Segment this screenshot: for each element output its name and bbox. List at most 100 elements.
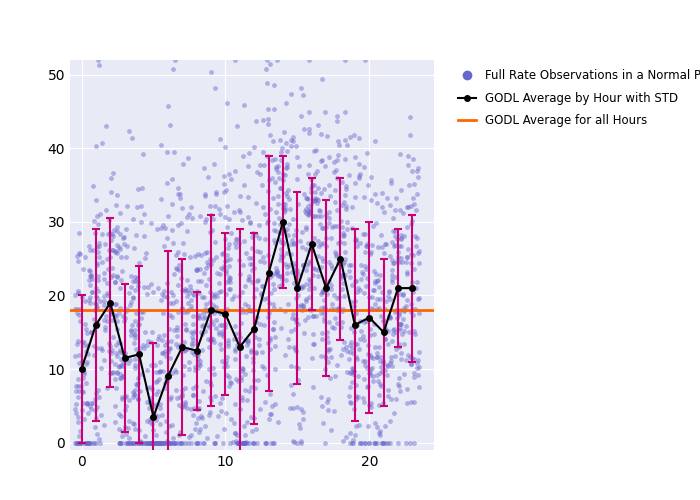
Point	[350, 276, 361, 284]
Point	[187, 334, 198, 342]
Point	[230, 235, 241, 243]
Point	[284, 205, 295, 213]
Point	[197, 387, 209, 395]
Point	[370, 270, 382, 278]
Point	[359, 438, 370, 446]
Point	[216, 321, 228, 329]
Point	[265, 346, 276, 354]
Point	[237, 396, 248, 404]
Point	[224, 438, 235, 446]
Point	[135, 202, 146, 210]
Point	[304, 256, 316, 264]
Point	[135, 314, 146, 322]
Point	[129, 386, 140, 394]
Point	[220, 409, 231, 417]
Point	[188, 384, 199, 392]
Point	[413, 247, 424, 255]
Point	[84, 402, 95, 410]
Point	[161, 438, 172, 446]
Point	[150, 411, 161, 419]
Point	[100, 206, 111, 214]
Point	[402, 161, 413, 169]
Point	[118, 372, 129, 380]
Point	[145, 361, 156, 369]
Point	[72, 288, 83, 296]
Point	[215, 320, 226, 328]
Point	[90, 395, 101, 403]
Point	[340, 204, 351, 212]
Point	[140, 438, 151, 446]
Point	[395, 150, 406, 158]
Point	[225, 278, 236, 286]
Point	[301, 194, 312, 202]
Point	[243, 438, 254, 446]
Point	[330, 166, 342, 174]
Point	[179, 320, 190, 328]
Point	[104, 300, 116, 308]
Point	[209, 202, 220, 210]
Point	[193, 438, 204, 446]
Point	[136, 218, 147, 226]
Point	[288, 231, 300, 239]
Point	[101, 312, 112, 320]
Point	[226, 415, 237, 423]
Point	[331, 206, 342, 214]
Point	[115, 354, 126, 362]
Point	[153, 388, 164, 396]
Point	[264, 60, 275, 68]
Point	[174, 400, 185, 408]
Point	[260, 438, 272, 446]
Point	[248, 143, 260, 151]
Point	[402, 268, 413, 276]
Point	[364, 368, 375, 376]
Point	[154, 367, 165, 375]
Point	[196, 346, 207, 354]
Point	[267, 156, 278, 164]
Point	[199, 438, 210, 446]
Point	[196, 292, 207, 300]
Point	[106, 369, 118, 377]
Point	[134, 437, 146, 445]
Point	[248, 438, 259, 446]
Point	[231, 236, 242, 244]
Point	[384, 358, 395, 366]
Point	[115, 284, 126, 292]
Point	[307, 340, 318, 348]
Point	[308, 181, 319, 189]
Point	[109, 248, 120, 256]
Point	[188, 329, 199, 337]
Point	[102, 384, 113, 392]
Point	[304, 294, 315, 302]
Point	[207, 301, 218, 309]
Point	[127, 134, 138, 142]
Point	[155, 367, 166, 375]
Point	[149, 438, 160, 446]
Point	[383, 386, 394, 394]
Point	[266, 174, 277, 182]
Point	[316, 224, 328, 232]
Point	[220, 269, 232, 277]
Point	[252, 276, 263, 283]
Point	[89, 218, 100, 226]
Point	[180, 287, 191, 295]
Point	[138, 210, 149, 218]
Point	[406, 282, 417, 290]
Point	[183, 289, 195, 297]
Point	[323, 318, 335, 326]
Point	[243, 338, 254, 345]
Point	[91, 196, 102, 204]
Point	[409, 373, 420, 381]
Point	[275, 238, 286, 246]
Point	[152, 438, 163, 446]
Point	[114, 364, 125, 372]
Point	[80, 378, 92, 386]
Point	[196, 328, 207, 336]
Point	[414, 348, 425, 356]
Point	[375, 312, 386, 320]
Point	[174, 194, 186, 202]
Point	[115, 339, 126, 347]
Point	[346, 438, 358, 446]
Point	[202, 335, 214, 343]
Point	[262, 120, 274, 128]
Point	[104, 369, 116, 377]
